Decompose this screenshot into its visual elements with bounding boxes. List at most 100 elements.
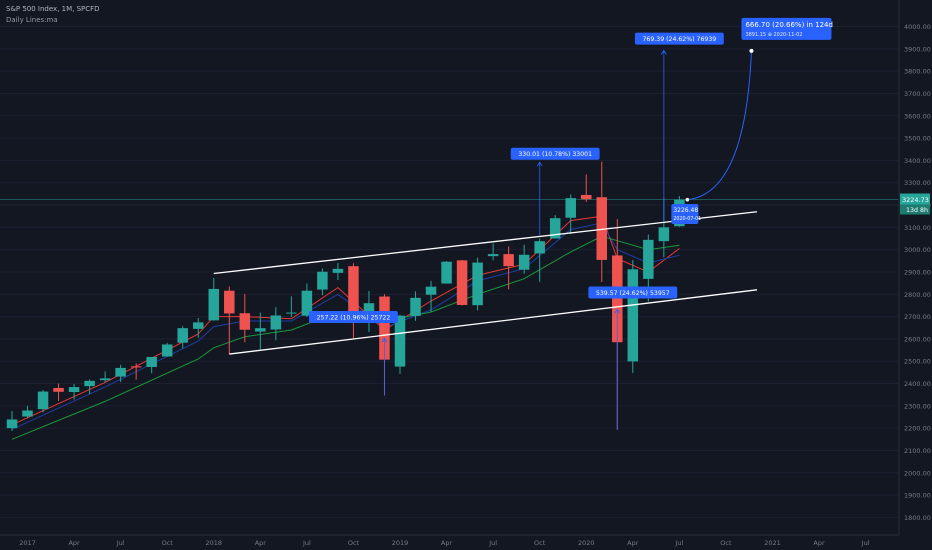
candle-body	[115, 367, 126, 377]
measure-label-box	[510, 147, 600, 160]
x-tick-label: Jul	[116, 539, 125, 547]
projection-end-dot	[749, 48, 754, 53]
candle-body	[348, 266, 359, 315]
candle-body	[301, 290, 313, 316]
x-tick-label: 2019	[392, 539, 409, 547]
candle-body	[549, 218, 561, 239]
current-price-tag-box	[900, 193, 930, 205]
candle-body	[192, 322, 204, 329]
y-tick-label: 3700.00	[904, 90, 931, 98]
candle-body	[472, 262, 483, 306]
candle-body	[394, 315, 406, 367]
measurements: 257.22 (10.96%) 25722 330.01 (10.78%) 330…	[309, 32, 724, 430]
y-tick-label: 3000.00	[904, 246, 931, 254]
candle-body	[410, 297, 421, 316]
x-tick-label: Apr	[441, 539, 453, 547]
x-tick-label: 2021	[764, 539, 781, 547]
y-tick-label: 1800.00	[904, 514, 931, 522]
chart-symbol-title: S&P 500 Index, 1M, SPCFD	[6, 5, 100, 13]
candle-body	[6, 419, 18, 429]
candle-body	[208, 288, 220, 321]
measure-label-box	[588, 286, 678, 299]
candle-body	[270, 315, 282, 330]
candle-body	[658, 227, 670, 242]
candle-body	[425, 286, 437, 295]
candle-body	[37, 391, 49, 410]
current-price-tag: 3224.73	[902, 196, 929, 204]
measure-label: 769.39 (24.62%) 76939	[643, 36, 717, 43]
y-tick-label: 2000.00	[904, 469, 931, 477]
candle-body	[161, 344, 173, 357]
candle-body	[99, 378, 111, 381]
y-tick-label: 3500.00	[904, 135, 931, 143]
countdown-tag-box	[900, 204, 930, 215]
candle-body	[177, 328, 188, 343]
x-tick-label: Apr	[813, 539, 825, 547]
projection-callout-line1: 666.70 (20.66%) in 124d	[745, 21, 833, 29]
measure-label: 257.22 (10.96%) 25722	[317, 314, 391, 321]
x-tick-label: 2018	[205, 539, 222, 547]
x-tick-label: Oct	[720, 539, 732, 547]
y-tick-label: 2800.00	[904, 291, 931, 299]
y-tick-label: 2200.00	[904, 425, 931, 433]
x-tick-label: Oct	[348, 539, 360, 547]
projection-callout-box	[741, 17, 832, 40]
candle-body	[487, 254, 499, 257]
y-tick-label: 3300.00	[904, 179, 931, 187]
y-tick-label: 2600.00	[904, 335, 931, 343]
projection: 666.70 (20.66%) in 124d 3891.15 ⊕ 2020-11…	[685, 17, 833, 202]
measure-arrow	[381, 337, 388, 343]
y-tick-label: 3900.00	[904, 45, 931, 53]
x-tick-label: 2017	[19, 539, 36, 547]
x-tick-label: Jul	[488, 539, 497, 547]
y-tick-label: 2900.00	[904, 268, 931, 276]
candle-body	[518, 254, 530, 270]
candle-body	[565, 198, 576, 218]
candle-body	[53, 387, 64, 392]
candle-body	[317, 271, 328, 290]
candle-body	[596, 197, 608, 260]
x-tick-label: Apr	[68, 539, 80, 547]
candle-body	[239, 313, 251, 330]
countdown-tag: 13d 8h	[906, 207, 928, 214]
candle-body	[580, 194, 592, 200]
measure-label: 330.01 (10.78%) 33001	[518, 151, 592, 158]
y-tick-label: 3600.00	[904, 112, 931, 120]
ma-line-ma_mid	[11, 222, 680, 430]
last-bar-marker-date: 2020-07-01	[673, 216, 701, 222]
y-tick-label: 2700.00	[904, 313, 931, 321]
last-bar-marker-box	[671, 203, 699, 224]
candle-body	[224, 290, 235, 314]
candle-body	[22, 410, 33, 417]
candle-body	[286, 312, 297, 314]
y-tick-label: 2300.00	[904, 402, 931, 410]
trend-channel	[213, 211, 758, 355]
x-tick-label: Jul	[302, 539, 311, 547]
y-tick-label: 3400.00	[904, 157, 931, 165]
measure-arrow	[614, 308, 621, 314]
measure-arrow	[660, 49, 667, 55]
x-tick-label: Oct	[534, 539, 546, 547]
candle-body	[612, 255, 623, 343]
candle-body	[146, 356, 157, 368]
candle-body	[456, 260, 468, 305]
candle-body	[643, 239, 654, 279]
projection-start-dot	[685, 197, 690, 202]
x-tick-label: Apr	[627, 539, 639, 547]
candle-body	[503, 254, 514, 267]
channel-line-lower	[229, 289, 758, 355]
moving-averages	[11, 215, 680, 440]
ma-line-ma_slow	[11, 235, 680, 440]
candle-body	[363, 303, 375, 313]
candles	[6, 161, 685, 432]
candle-body	[379, 296, 390, 360]
projection-curve	[687, 50, 752, 201]
measure-label-box	[634, 32, 724, 45]
y-tick-label: 3100.00	[904, 224, 931, 232]
candle-body	[68, 387, 80, 392]
y-tick-label: 2400.00	[904, 380, 931, 388]
y-tick-label: 3800.00	[904, 68, 931, 76]
ma-line-ma_fast	[11, 215, 680, 426]
candle-body	[130, 366, 142, 368]
